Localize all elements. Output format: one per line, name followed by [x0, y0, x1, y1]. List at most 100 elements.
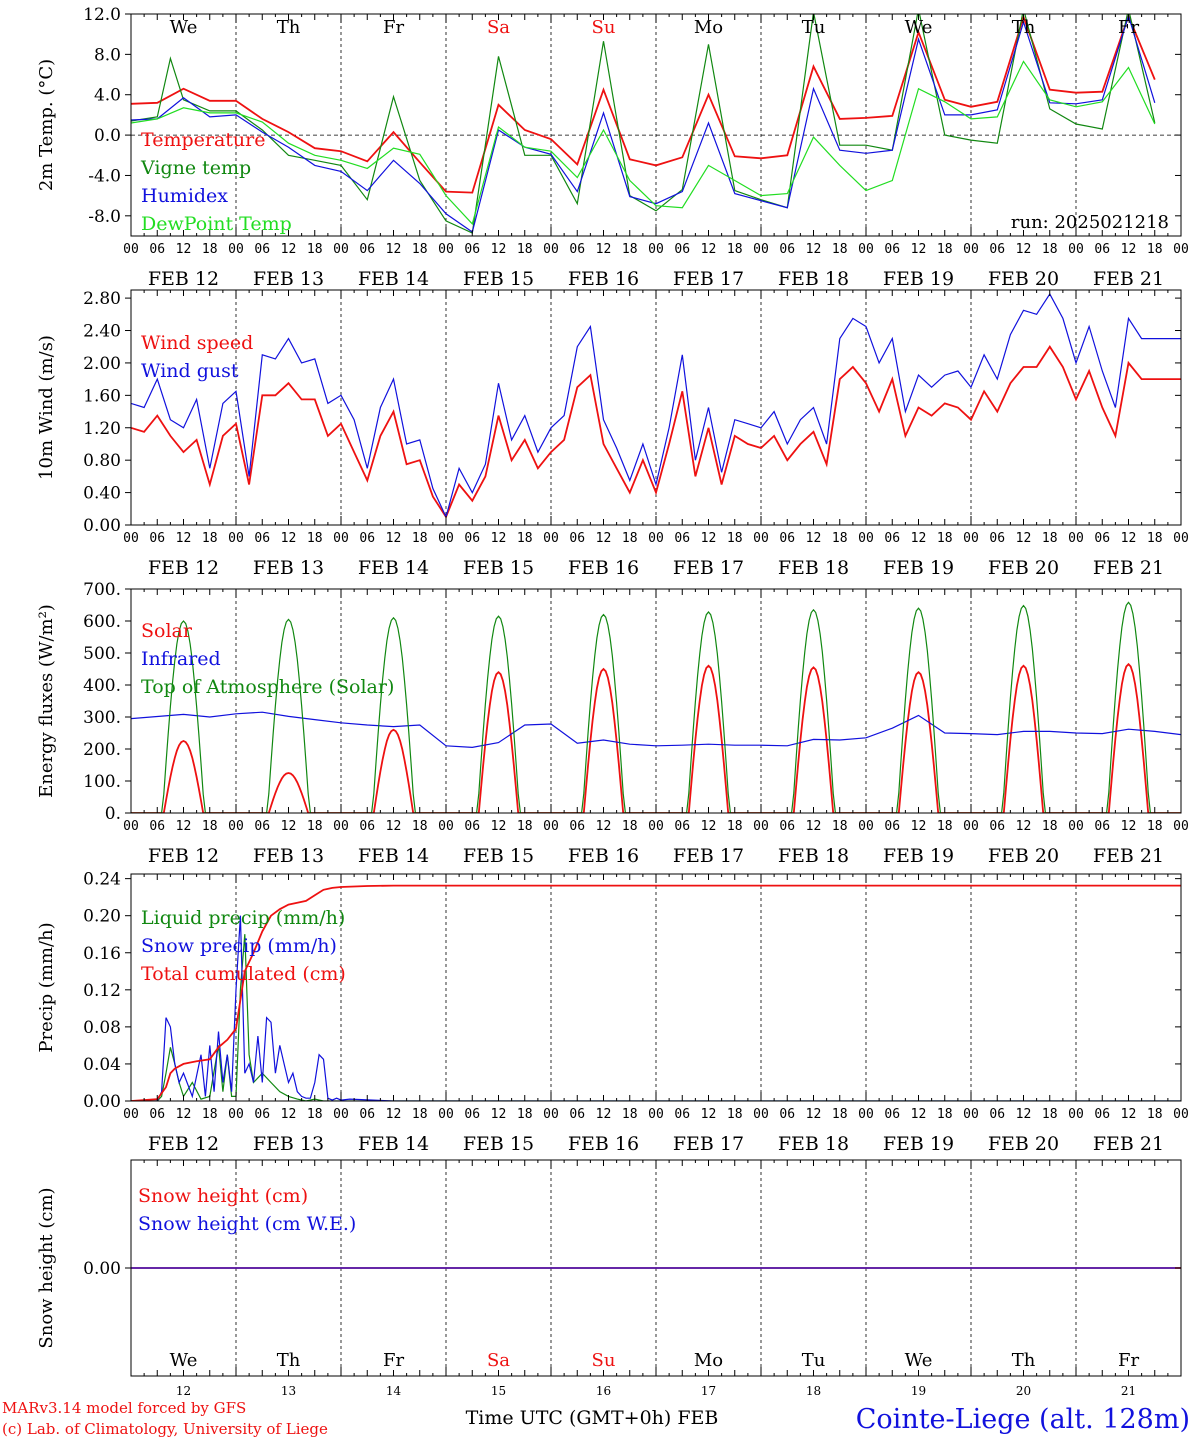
x-hour-label: 06	[359, 1107, 375, 1122]
legend-energy-1: Infrared	[141, 648, 221, 670]
x-hour-label: 12	[911, 242, 927, 257]
day-of-week-label: We	[170, 17, 198, 38]
x-hour-label: 00	[858, 819, 874, 834]
y-tick-label: 0.16	[83, 944, 121, 964]
x-day-number: 13	[281, 1384, 296, 1398]
x-hour-label: 00	[648, 819, 664, 834]
x-date-label: FEB 18	[778, 845, 849, 867]
y-tick-label: 0.	[105, 804, 121, 824]
x-hour-label: 12	[491, 242, 507, 257]
x-hour-label: 00	[648, 242, 664, 257]
x-hour-label: 00	[753, 531, 769, 546]
x-hour-label: 06	[779, 1107, 795, 1122]
x-hour-label: 12	[911, 531, 927, 546]
precip-panel: 0.24 0.20 0.16 0.12 0.08 0.04 0.00 Precip (mm/h…	[36, 870, 1189, 1155]
energy-y-axis-label: Energy fluxes (W/m²)	[36, 604, 57, 798]
x-hour-label: 12	[176, 819, 192, 834]
y-tick-label: 12.0	[83, 5, 121, 25]
x-date-label: FEB 12	[148, 1133, 219, 1155]
y-tick-label: 2.00	[83, 354, 121, 374]
legend-temp-2: Humidex	[141, 185, 228, 207]
x-hour-label: 00	[1173, 242, 1189, 257]
x-hour-label: 12	[491, 531, 507, 546]
x-hour-label: 06	[149, 242, 165, 257]
y-tick-label: 200.	[83, 740, 121, 760]
day-of-week-label: Su	[592, 1350, 616, 1371]
x-hour-label: 00	[333, 531, 349, 546]
temp-panel: 12.0 8.0 4.0 0.0 -4.0 -8.0 2m Temp. (°C) 00 06 12…	[36, 5, 1189, 290]
day-of-week-label: Fr	[383, 17, 404, 38]
x-hour-label: 06	[989, 1107, 1005, 1122]
x-hour-label: 06	[569, 531, 585, 546]
x-hour-label: 06	[359, 819, 375, 834]
x-hour-label: 06	[779, 531, 795, 546]
x-hour-label: 12	[1121, 819, 1137, 834]
y-tick-label: 0.0	[94, 126, 121, 146]
x-hour-label: 06	[464, 1107, 480, 1122]
x-date-label: FEB 21	[1093, 557, 1164, 579]
x-hour-label: 00	[438, 819, 454, 834]
x-date-label: FEB 12	[148, 268, 219, 290]
station-title: Cointe-Liege (alt. 128m)	[856, 1404, 1190, 1435]
x-day-number: 14	[386, 1384, 402, 1398]
y-tick-label: 1.60	[83, 386, 121, 406]
x-hour-label: 18	[832, 531, 848, 546]
x-hour-label: 00	[333, 819, 349, 834]
x-hour-label: 18	[307, 242, 323, 257]
x-date-label: FEB 13	[253, 268, 324, 290]
x-hour-label: 06	[779, 242, 795, 257]
x-hour-label: 00	[858, 531, 874, 546]
y-tick-label: 0.00	[83, 516, 121, 536]
x-hour-label: 18	[1147, 1107, 1163, 1122]
x-date-label: FEB 17	[673, 268, 744, 290]
x-date-label: FEB 13	[253, 845, 324, 867]
x-date-label: FEB 20	[988, 1133, 1059, 1155]
x-hour-label: 18	[1147, 531, 1163, 546]
wind-y-axis-label: 10m Wind (m/s)	[36, 335, 57, 480]
x-day-number: 20	[1016, 1384, 1031, 1398]
x-hour-label: 00	[1068, 819, 1084, 834]
series-temp-2	[131, 14, 1156, 233]
x-date-label: FEB 15	[463, 1133, 534, 1155]
x-hour-label: 18	[517, 819, 533, 834]
x-hour-label: 12	[806, 819, 822, 834]
legend-precip-1: Snow precip (mm/h)	[141, 935, 337, 957]
x-hour-label: 12	[386, 531, 402, 546]
x-hour-label: 18	[202, 242, 218, 257]
x-hour-label: 12	[701, 819, 717, 834]
x-hour-label: 12	[1016, 819, 1032, 834]
day-of-week-label: Mo	[694, 17, 723, 38]
x-hour-label: 18	[727, 242, 743, 257]
x-hour-label: 06	[569, 242, 585, 257]
x-hour-label: 00	[543, 819, 559, 834]
y-tick-label: 0.20	[83, 907, 121, 927]
x-date-label: FEB 15	[463, 557, 534, 579]
day-of-week-label: Su	[592, 17, 616, 38]
x-hour-label: 18	[412, 819, 428, 834]
legend-temp-0: Temperature	[141, 129, 265, 151]
x-hour-label: 00	[228, 1107, 244, 1122]
x-hour-label: 18	[622, 531, 638, 546]
x-hour-label: 18	[937, 242, 953, 257]
x-day-number: 21	[1121, 1384, 1136, 1398]
x-hour-label: 06	[254, 819, 270, 834]
x-hour-label: 00	[123, 242, 139, 257]
x-hour-label: 06	[359, 242, 375, 257]
x-hour-label: 00	[1173, 531, 1189, 546]
x-hour-label: 12	[701, 242, 717, 257]
legend-wind-0: Wind speed	[141, 332, 253, 354]
x-hour-label: 12	[911, 819, 927, 834]
x-hour-label: 00	[1068, 242, 1084, 257]
x-hour-label: 18	[412, 1107, 428, 1122]
x-hour-label: 18	[412, 531, 428, 546]
x-hour-label: 06	[989, 242, 1005, 257]
x-date-label: FEB 17	[673, 557, 744, 579]
snow-panel: 0.00 Snow height (cm) 12 13 14 15 16 17 18 19 20 21…	[36, 1159, 1182, 1398]
day-of-week-label: We	[905, 17, 933, 38]
legend-snow-0: Snow height (cm)	[138, 1185, 308, 1207]
snow-y-axis-label: Snow height (cm)	[36, 1187, 57, 1348]
series-temp-3	[131, 60, 1156, 226]
x-hour-label: 18	[1147, 819, 1163, 834]
x-date-label: FEB 17	[673, 1133, 744, 1155]
